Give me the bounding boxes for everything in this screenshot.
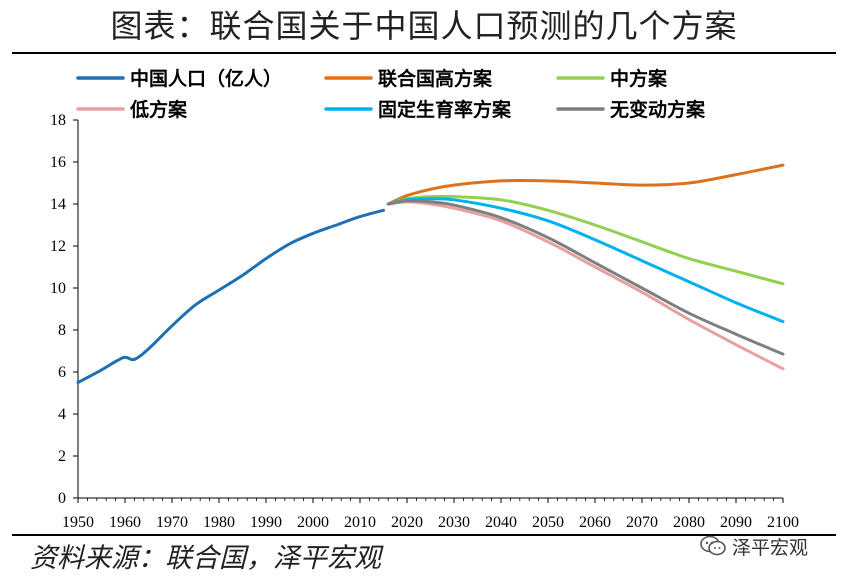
legend-label-4: 固定生育率方案 (378, 98, 512, 121)
x-tick-label: 2090 (720, 514, 752, 531)
y-tick-label: 14 (50, 196, 66, 213)
legend-label-0: 中国人口（亿人） (130, 67, 282, 90)
x-tick-label: 1950 (62, 514, 94, 531)
x-tick-label: 2000 (297, 514, 329, 531)
x-tick-label: 2060 (579, 514, 611, 531)
y-tick-label: 18 (50, 112, 66, 129)
legend-label-5: 无变动方案 (610, 98, 706, 121)
y-tick-label: 16 (50, 154, 66, 171)
x-tick-label: 2040 (485, 514, 517, 531)
wechat-icon (700, 535, 726, 556)
x-tick-label: 2100 (767, 514, 799, 531)
x-tick-label: 2020 (391, 514, 423, 531)
series-lines (76, 163, 785, 384)
chart-title: 图表：联合国关于中国人口预测的几个方案 (110, 7, 738, 45)
legend-label-1: 联合国高方案 (378, 67, 493, 90)
y-tick-label: 12 (50, 238, 66, 255)
series-line-3 (386, 200, 785, 371)
legend-label-2: 中方案 (610, 67, 668, 90)
y-tick-label: 10 (50, 280, 66, 297)
x-tick-label: 2080 (673, 514, 705, 531)
y-tick-label: 4 (58, 406, 66, 423)
series-line-1 (386, 163, 785, 206)
y-tick-label: 8 (58, 322, 66, 339)
y-tick-label: 2 (58, 448, 66, 465)
series-line-5 (386, 199, 785, 356)
source-divider (12, 534, 836, 536)
source-note: 资料来源：联合国，泽平宏观 (30, 543, 381, 574)
y-tick-label: 6 (58, 364, 66, 381)
series-line-0 (76, 208, 385, 384)
watermark-text: 泽平宏观 (732, 536, 809, 559)
x-tick-label: 1960 (109, 514, 141, 531)
axes: 0 2 4 6 8 10 12 14 16 18 1950 1960 1970 1980 1990 2000 2… (50, 112, 799, 531)
x-tick-label: 1970 (156, 514, 188, 531)
series-line-2 (386, 194, 785, 286)
legend-label-3: 低方案 (129, 98, 188, 121)
x-tick-label: 2030 (438, 514, 470, 531)
series-line-4 (386, 197, 785, 324)
watermark: 泽平宏观 (700, 534, 809, 559)
x-tick-label: 1990 (250, 514, 282, 531)
x-tick-label: 1980 (203, 514, 235, 531)
x-tick-label: 2050 (532, 514, 564, 531)
x-tick-label: 2010 (344, 514, 376, 531)
y-tick-label: 0 (58, 490, 66, 507)
title-divider (12, 52, 836, 54)
x-tick-label: 2070 (626, 514, 658, 531)
